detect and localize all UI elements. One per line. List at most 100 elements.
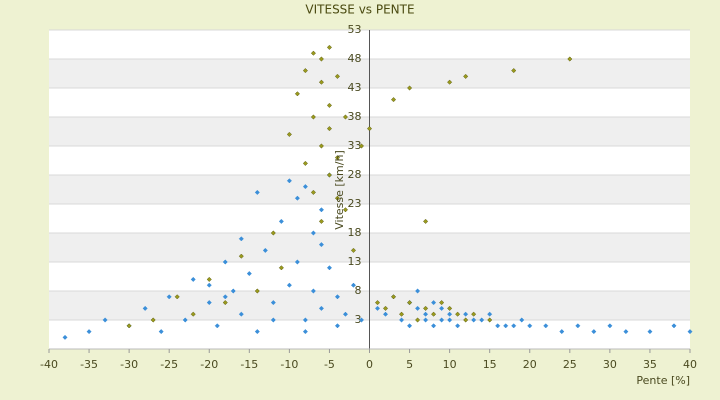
point	[206, 276, 212, 282]
point	[270, 300, 276, 306]
point	[471, 311, 477, 317]
point	[358, 317, 365, 323]
y-tick-label: 48	[348, 52, 362, 65]
point	[431, 300, 437, 306]
x-tick-label: 5	[406, 358, 413, 371]
point	[407, 85, 413, 91]
point	[623, 329, 629, 335]
point	[439, 300, 445, 306]
point	[527, 323, 533, 329]
point	[182, 317, 188, 323]
point	[463, 311, 469, 317]
point	[334, 294, 341, 300]
x-tick-label: -30	[120, 358, 138, 371]
point	[398, 317, 405, 323]
point	[382, 305, 389, 311]
point	[206, 300, 212, 306]
point	[254, 288, 260, 294]
point	[158, 329, 164, 335]
point	[302, 68, 308, 74]
point	[206, 282, 212, 288]
x-axis-label: Pente [%]	[636, 374, 690, 387]
point	[342, 114, 349, 120]
point	[495, 323, 501, 329]
point	[687, 329, 693, 335]
point	[150, 317, 156, 323]
y-axis-label: Vitesse [km/h]	[333, 150, 346, 230]
point	[607, 323, 613, 329]
point	[230, 288, 236, 294]
point	[431, 323, 437, 329]
point	[350, 282, 357, 288]
point	[318, 242, 324, 248]
point	[86, 329, 92, 335]
point	[302, 317, 308, 323]
point	[374, 300, 381, 306]
point	[415, 305, 421, 311]
point	[447, 305, 453, 311]
point	[455, 323, 461, 329]
point	[439, 317, 445, 323]
point	[270, 317, 276, 323]
point	[126, 323, 132, 329]
point	[374, 305, 381, 311]
point	[214, 323, 220, 329]
point	[519, 317, 525, 323]
point	[334, 195, 341, 201]
point	[447, 317, 453, 323]
point	[439, 305, 445, 311]
point	[286, 131, 292, 137]
y-tick-label: 53	[348, 23, 362, 36]
point	[302, 329, 308, 335]
y-tick-label: 43	[348, 81, 362, 94]
point	[390, 97, 397, 103]
x-tick-label: 10	[443, 358, 457, 371]
y-tick-label: 18	[348, 226, 362, 239]
point	[342, 311, 349, 317]
point	[511, 323, 517, 329]
y-tick-label: 33	[348, 139, 362, 152]
point	[398, 311, 405, 317]
point	[447, 311, 453, 317]
point	[415, 288, 421, 294]
point	[455, 311, 461, 317]
x-tick-label: 25	[563, 358, 577, 371]
x-tick-label: 0	[366, 358, 373, 371]
point	[102, 317, 108, 323]
point	[190, 311, 196, 317]
point	[350, 247, 357, 253]
point	[318, 56, 324, 62]
point	[222, 300, 228, 306]
x-tick-label: 20	[523, 358, 537, 371]
point	[503, 323, 509, 329]
point	[326, 265, 332, 271]
point	[318, 143, 324, 149]
point	[254, 189, 260, 195]
point	[318, 218, 324, 224]
point	[447, 79, 453, 85]
point	[463, 73, 469, 79]
point	[286, 178, 292, 184]
point	[174, 294, 180, 300]
x-tick-label: -25	[160, 358, 178, 371]
point	[238, 253, 244, 259]
point	[310, 230, 316, 236]
point	[423, 218, 429, 224]
point	[318, 207, 324, 213]
point	[382, 311, 389, 317]
point	[62, 334, 68, 340]
point	[270, 230, 276, 236]
point	[310, 189, 316, 195]
point	[278, 265, 284, 271]
point	[511, 68, 517, 74]
point	[142, 305, 148, 311]
point	[407, 323, 413, 329]
point	[342, 207, 349, 213]
y-tick-label: 38	[348, 110, 362, 123]
point	[310, 114, 316, 120]
chart-title: VITESSE vs PENTE	[305, 3, 414, 17]
point	[487, 317, 493, 323]
point	[407, 300, 413, 306]
